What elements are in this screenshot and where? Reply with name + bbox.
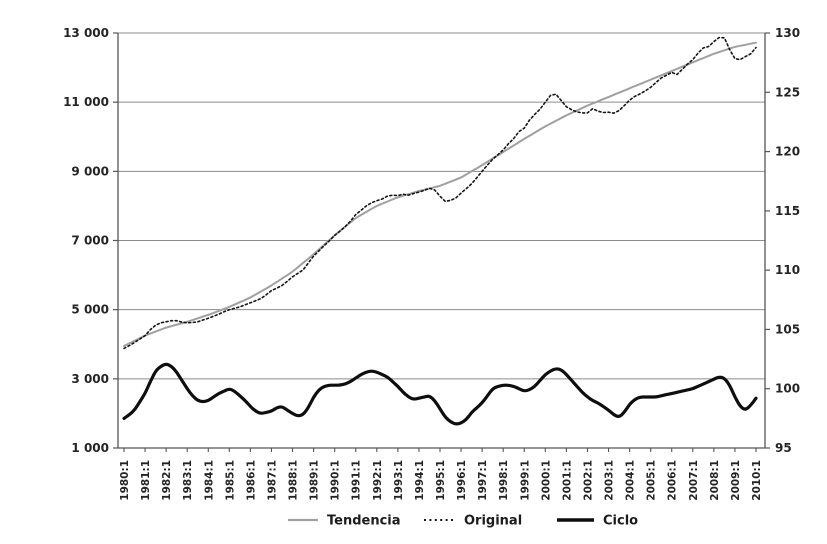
legend: Tendencia Original Ciclo bbox=[288, 514, 638, 529]
legend-item-original: Original bbox=[424, 514, 522, 529]
right-axis-label: 95 bbox=[775, 441, 792, 455]
x-axis-label: 1997:1 bbox=[477, 460, 489, 501]
x-axis-label: 1986:1 bbox=[245, 460, 257, 501]
x-axis-label: 1987:1 bbox=[266, 460, 278, 501]
x-axis-label: 2004:1 bbox=[625, 460, 637, 501]
x-axis-label: 1996:1 bbox=[456, 460, 468, 501]
legend-label-ciclo: Ciclo bbox=[603, 514, 638, 529]
right-axis-label: 100 bbox=[775, 382, 800, 396]
x-axis-label: 2005:1 bbox=[646, 460, 658, 501]
x-axis-label: 2009:1 bbox=[730, 460, 742, 501]
series-tendencia-line bbox=[123, 41, 757, 347]
left-axis-label: 3 000 bbox=[71, 372, 109, 386]
legend-item-tendencia: Tendencia bbox=[288, 514, 401, 529]
x-axis-label: 1984:1 bbox=[203, 460, 215, 501]
x-axis-label: 1995:1 bbox=[435, 460, 447, 501]
x-axis-label: 1990:1 bbox=[330, 460, 342, 501]
x-axis-label: 1991:1 bbox=[351, 460, 363, 501]
legend-label-original: Original bbox=[464, 514, 522, 529]
right-axis-label: 120 bbox=[775, 145, 800, 159]
left-axis-label: 9 000 bbox=[71, 164, 109, 178]
x-axis-label: 1981:1 bbox=[140, 460, 152, 501]
x-axis-label: 1989:1 bbox=[309, 460, 321, 501]
x-axis-label: 2007:1 bbox=[688, 460, 700, 501]
right-axis-label: 125 bbox=[775, 85, 800, 99]
axes: 1 000 3 000 5 000 7 000 9 000 11 000 13 000 95 1… bbox=[63, 26, 800, 501]
x-axis-label: 1988:1 bbox=[288, 460, 300, 501]
right-axis-label: 110 bbox=[775, 263, 800, 277]
right-axis-label: 115 bbox=[775, 204, 800, 218]
x-axis-label: 1992:1 bbox=[372, 460, 384, 501]
x-axis-label: 2010:1 bbox=[751, 460, 763, 501]
series-original-line bbox=[123, 36, 757, 350]
x-axis-label: 2000:1 bbox=[540, 460, 552, 501]
right-axis-label: 130 bbox=[775, 26, 800, 40]
legend-label-tendencia: Tendencia bbox=[327, 514, 401, 529]
x-axis-label: 2006:1 bbox=[667, 460, 679, 501]
x-axis-label: 2008:1 bbox=[709, 460, 721, 501]
x-axis-label: 1983:1 bbox=[182, 460, 194, 501]
series-ciclo-line bbox=[122, 362, 758, 426]
x-axis-label: 1982:1 bbox=[161, 460, 173, 501]
series bbox=[122, 36, 758, 426]
x-axis-label: 1993:1 bbox=[393, 460, 405, 501]
x-axis-label: 2001:1 bbox=[561, 460, 573, 501]
x-axis-label: 1985:1 bbox=[224, 460, 236, 501]
x-axis-label: 1999:1 bbox=[519, 460, 531, 501]
x-axis-label: 1998:1 bbox=[498, 460, 510, 501]
legend-item-ciclo: Ciclo bbox=[557, 514, 638, 529]
left-axis-label: 7 000 bbox=[71, 234, 109, 248]
left-axis-label: 1 000 bbox=[71, 441, 109, 455]
x-axis-label: 2002:1 bbox=[582, 460, 594, 501]
left-axis-label: 13 000 bbox=[63, 26, 109, 40]
x-axis-label: 1994:1 bbox=[414, 460, 426, 501]
x-axis-label: 1980:1 bbox=[119, 460, 131, 501]
left-axis-label: 11 000 bbox=[63, 95, 109, 109]
left-axis-label: 5 000 bbox=[71, 303, 109, 317]
right-axis-label: 105 bbox=[775, 322, 800, 336]
x-axis-label: 2003:1 bbox=[604, 460, 616, 501]
gridlines bbox=[118, 32, 765, 380]
